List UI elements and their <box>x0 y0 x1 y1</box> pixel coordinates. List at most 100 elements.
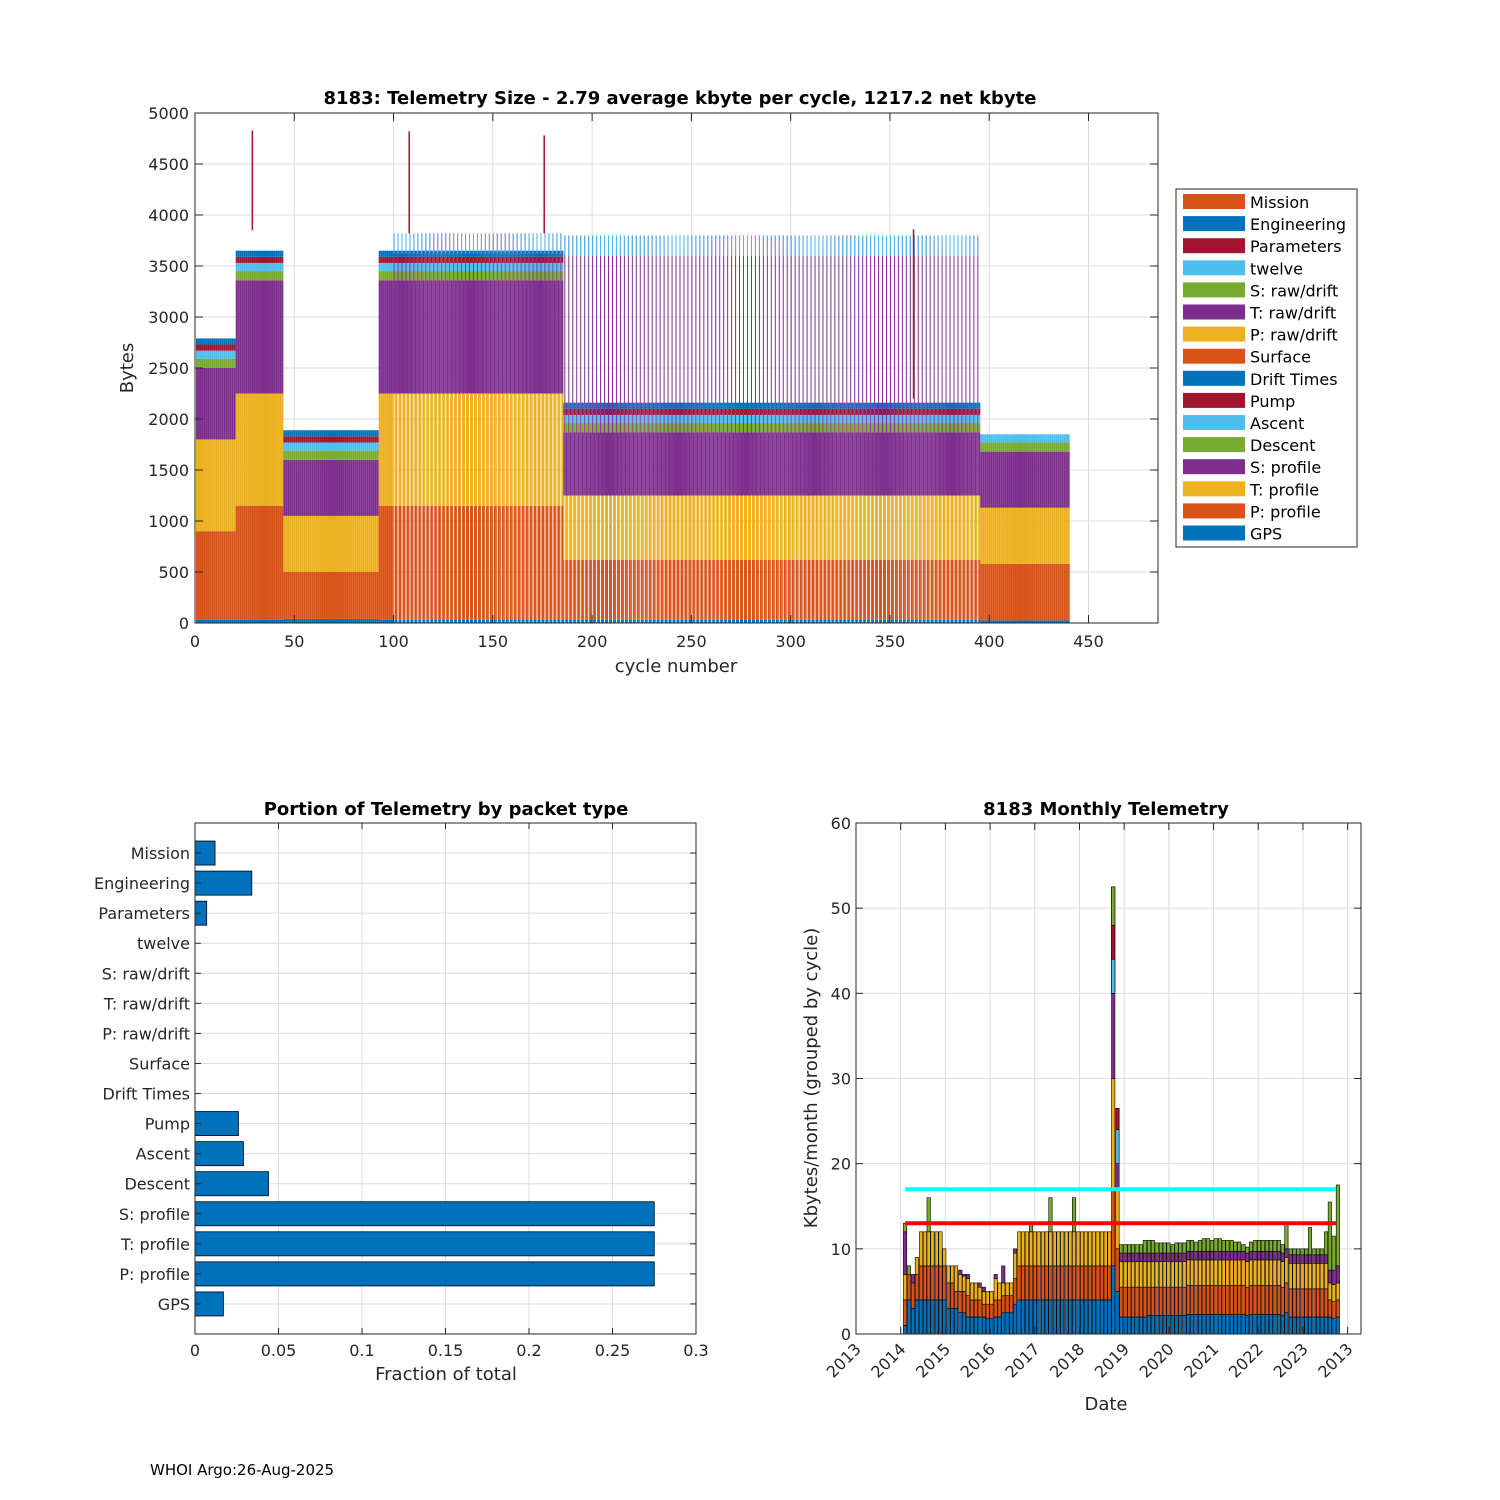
cycle-bar-segment <box>271 393 274 506</box>
cycle-bar-segment <box>787 619 790 623</box>
cycle-bar-segment <box>640 408 643 415</box>
cycle-bar-segment <box>481 505 484 620</box>
cycle-bar-segment <box>958 559 961 620</box>
cycle-bar-segment <box>732 559 735 620</box>
cycle-bar-segment <box>444 619 446 623</box>
month-bar-segment <box>1198 1285 1203 1315</box>
cycle-bar-segment <box>839 423 842 433</box>
cycle-bar-segment <box>638 559 640 620</box>
legend-label: Surface <box>1250 348 1311 367</box>
cycle-bar-segment <box>622 432 624 496</box>
cycle-bar-segment <box>918 432 921 496</box>
month-bar-segment <box>1131 1286 1136 1318</box>
cycle-bar-segment <box>1067 507 1070 564</box>
cycle-bar <box>1055 434 1058 623</box>
cycle-bar-segment <box>660 559 663 620</box>
cycle-bar-segment <box>968 423 970 433</box>
cycle-bar <box>334 430 337 623</box>
cycle-bar-segment <box>877 408 879 415</box>
cycle-bar-segment <box>533 393 536 506</box>
month-bar-segment <box>1083 1299 1088 1335</box>
cycle-bar-segment <box>448 393 450 506</box>
raw-drift-segment <box>695 235 697 496</box>
cycle-bar-segment <box>938 408 941 415</box>
cycle-bar-segment <box>511 280 513 394</box>
cycle-bar-segment <box>414 393 417 506</box>
cycle-bar-segment <box>398 280 401 394</box>
cycle-bar <box>567 235 570 623</box>
cycle-bar-segment <box>374 572 377 619</box>
cycle-bar-segment <box>279 280 282 394</box>
cycle-bar-segment <box>505 250 508 257</box>
cycle-bar-segment <box>325 436 328 443</box>
cycle-bar-segment <box>934 495 937 560</box>
cycle-bar-segment <box>992 563 995 621</box>
cycle-bar-segment <box>654 495 656 560</box>
month-bar-segment <box>1174 1261 1179 1288</box>
cycle-bar-segment <box>809 619 811 623</box>
cycle-bar-segment <box>777 402 779 409</box>
cycle-bar-segment <box>934 559 937 620</box>
cycle-bar-segment <box>327 515 330 572</box>
cycle-bar-segment <box>747 559 750 620</box>
cycle-bar-segment <box>346 618 349 623</box>
raw-drift-segment <box>917 235 919 256</box>
cycle-bar <box>847 402 850 623</box>
month-bar-segment <box>1225 1259 1230 1286</box>
cycle-bar-segment <box>533 271 536 281</box>
cycle-bar-segment <box>362 442 365 451</box>
cycle-bar-segment <box>610 402 612 409</box>
month-bar-segment <box>1123 1244 1128 1254</box>
cycle-bar <box>416 233 419 623</box>
cycle-bar <box>555 233 558 623</box>
cycle-bar <box>537 250 540 623</box>
cycle-bar-segment <box>547 505 549 620</box>
cycle-bar-segment <box>303 450 306 460</box>
cycle-bar-segment <box>1020 507 1022 564</box>
cycle-bar-segment <box>954 423 957 433</box>
cycle-bar-segment <box>809 408 811 415</box>
cycle-bar-segment <box>402 256 405 263</box>
cycle-bar-segment <box>791 495 794 560</box>
cycle-bar <box>676 402 679 623</box>
raw-drift-segment <box>461 233 463 394</box>
cycle-bar-segment <box>491 256 493 263</box>
cycle-bar-segment <box>950 423 953 433</box>
cycle-bar <box>531 233 534 623</box>
cycle-bar-segment <box>871 402 874 409</box>
cycle-bar-segment <box>247 505 250 620</box>
cycle-bar-segment <box>942 408 945 415</box>
cycle-bar-segment <box>376 436 379 443</box>
cycle-bar-segment <box>708 619 711 623</box>
cycle-bar-segment <box>493 262 496 272</box>
cycle-bar-segment <box>1049 451 1052 508</box>
cycle-bar <box>440 233 443 623</box>
cycle-bar-segment <box>763 423 766 433</box>
month-bar-segment <box>1036 1299 1041 1335</box>
raw-drift-segment <box>568 235 570 256</box>
cycle-bar-segment <box>757 495 759 560</box>
cycle-bar-segment <box>636 495 639 560</box>
cycle-bar-segment <box>970 402 973 409</box>
cycle-bar-segment <box>299 442 302 451</box>
cycle-bar-segment <box>632 423 635 433</box>
cycle-bar-segment <box>356 436 359 443</box>
cycle-bar-segment <box>471 271 473 281</box>
cycle-bar-segment <box>432 505 434 620</box>
cycle-bar-segment <box>785 619 787 623</box>
cycle-bar <box>972 235 975 623</box>
month-bar <box>1083 1231 1088 1335</box>
cycle-bar <box>827 402 830 623</box>
cycle-bar-segment <box>388 619 391 623</box>
month-bar-segment <box>1260 1285 1265 1315</box>
cycle-bar-segment <box>569 432 572 496</box>
cycle-bar-segment <box>761 408 763 415</box>
month-bar-segment <box>926 1265 931 1301</box>
cycle-bar-segment <box>307 430 310 437</box>
cycle-bar-segment <box>982 507 985 564</box>
legend-label: Descent <box>1250 436 1316 455</box>
cycle-bar-segment <box>813 402 815 409</box>
cycle-bar <box>841 235 844 623</box>
cycle-bar <box>505 250 508 623</box>
cycle-bar-segment <box>1059 451 1062 508</box>
